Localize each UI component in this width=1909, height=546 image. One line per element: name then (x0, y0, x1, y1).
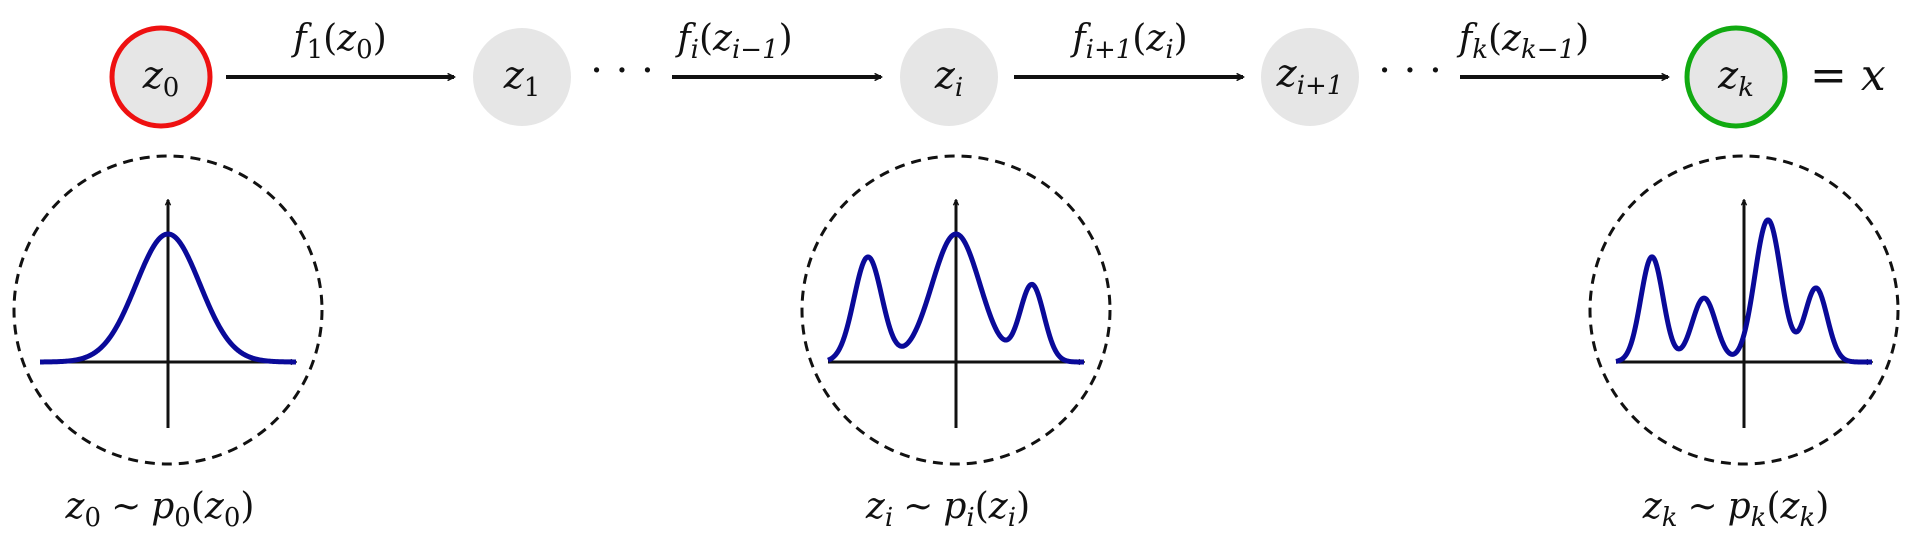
node-z0-label: z0 (142, 53, 180, 103)
distribution-label-zi: zi ∼ pi(zi) (865, 486, 1030, 533)
density-inset-zi (800, 154, 1112, 466)
node-zk-circle (1684, 25, 1788, 129)
node-zk: zk (1684, 25, 1788, 129)
density-zk-curve (1614, 217, 1874, 365)
arrow-fi: fi(zi−1) (672, 18, 881, 77)
node-zi: zi (900, 28, 998, 126)
node-zi1: zi+1 (1261, 28, 1359, 126)
ellipsis-2: · · · (1378, 48, 1442, 94)
arrow-fi-label: fi(zi−1) (674, 18, 792, 65)
density-inset-zk (1588, 154, 1900, 466)
density-zi-curve (826, 231, 1086, 365)
x-variable: x (1861, 50, 1886, 101)
node-zi-label: zi (934, 53, 963, 103)
node-zi1-label: zi+1 (1276, 51, 1344, 101)
node-z1: z1 (473, 28, 571, 126)
arrow-fi1-label: fi+1(zi) (1069, 18, 1187, 65)
node-z1-label: z1 (503, 53, 541, 103)
density-inset-zi-border (800, 154, 1112, 466)
node-zk-label: zk (1717, 53, 1754, 103)
node-zi-circle (900, 28, 998, 126)
arrow-fk: fk(zk−1) (1456, 18, 1668, 77)
arrow-fk-label: fk(zk−1) (1456, 18, 1589, 65)
node-z1-circle (473, 28, 571, 126)
density-z0-curve (38, 231, 298, 365)
arrow-fi1: fi+1(zi) (1014, 18, 1243, 77)
equals-sign: = (1810, 50, 1847, 101)
arrow-f1: f1(z0) (226, 18, 454, 77)
node-z0: z0 (109, 25, 213, 129)
density-inset-z0-border (12, 154, 324, 466)
ellipsis-1: · · · (590, 48, 654, 94)
distribution-label-zk: zk ∼ pk(zk) (1642, 486, 1830, 533)
arrow-f1-label: f1(z0) (290, 18, 386, 65)
final-equation: = x (1810, 50, 1886, 101)
distribution-label-z0: z0 ∼ p0(z0) (65, 486, 255, 533)
density-inset-z0 (12, 154, 324, 466)
node-zi1-circle (1261, 28, 1359, 126)
node-z0-circle (109, 25, 213, 129)
density-inset-zk-border (1588, 154, 1900, 466)
